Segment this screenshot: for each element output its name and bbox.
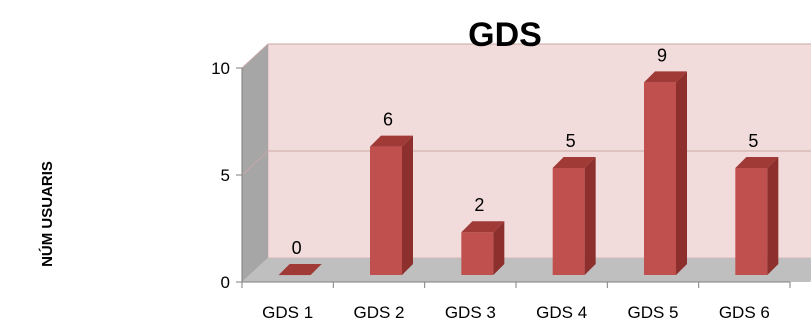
chart-walls <box>242 43 811 282</box>
bar-front <box>370 146 402 275</box>
bar <box>552 157 596 275</box>
chart-title: GDS <box>468 16 542 54</box>
axes <box>236 67 791 288</box>
x-tick-label: GDS 4 <box>536 303 587 322</box>
bar-front <box>644 82 676 276</box>
bar-side <box>767 157 779 275</box>
bar-top <box>370 135 413 147</box>
y-tick-label: 0 <box>221 273 230 292</box>
bar <box>370 135 413 275</box>
data-label: 5 <box>748 131 758 151</box>
y-tick-label: 10 <box>211 59 230 78</box>
data-label: 2 <box>474 195 484 215</box>
y-tick-label: 5 <box>221 166 230 185</box>
x-tick-label: GDS 6 <box>719 303 770 322</box>
bar-front <box>735 168 768 275</box>
data-label: 9 <box>657 45 667 65</box>
floor <box>242 258 811 282</box>
x-tick-label: GDS 2 <box>353 303 404 322</box>
bar <box>461 221 505 275</box>
bar <box>278 264 322 276</box>
labels: 0 5 10 0 GDS 1 6 GDS 2 2 GDS 3 5 GDS 4 9 GDS 5 5 GDS 6 <box>211 45 770 322</box>
x-tick-label: GDS 3 <box>445 303 496 322</box>
bars <box>278 71 779 276</box>
bar-side <box>676 71 687 276</box>
data-label: 5 <box>566 131 576 151</box>
bar-top <box>735 157 779 168</box>
bar-front <box>552 168 585 275</box>
bar-top <box>278 264 322 275</box>
bar <box>644 71 687 276</box>
x-tick-label: GDS 5 <box>627 303 678 322</box>
bar <box>735 157 779 275</box>
bar-top <box>552 157 596 168</box>
bar-side <box>584 157 596 275</box>
data-label: 0 <box>292 238 302 258</box>
bar-top <box>461 221 505 233</box>
bar-side <box>493 221 505 275</box>
bar-top <box>644 71 687 83</box>
bar-side <box>402 135 413 275</box>
x-tick-label: GDS 1 <box>262 303 313 322</box>
y-axis-label: NÚM USUARIS <box>38 161 56 267</box>
gridline <box>241 43 811 69</box>
data-label: 6 <box>383 110 393 130</box>
bar-front <box>461 232 494 275</box>
